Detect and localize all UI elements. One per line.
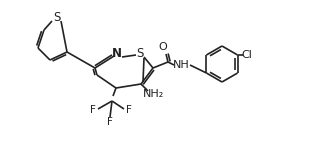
Text: S: S	[53, 10, 61, 24]
Text: NH₂: NH₂	[142, 89, 164, 99]
Text: F: F	[107, 117, 113, 127]
Text: NH: NH	[173, 60, 189, 70]
Text: F: F	[126, 105, 132, 115]
Text: F: F	[90, 105, 96, 115]
Text: S: S	[136, 47, 144, 60]
Text: N: N	[112, 47, 122, 60]
Text: Cl: Cl	[241, 50, 252, 60]
Text: O: O	[159, 42, 167, 52]
